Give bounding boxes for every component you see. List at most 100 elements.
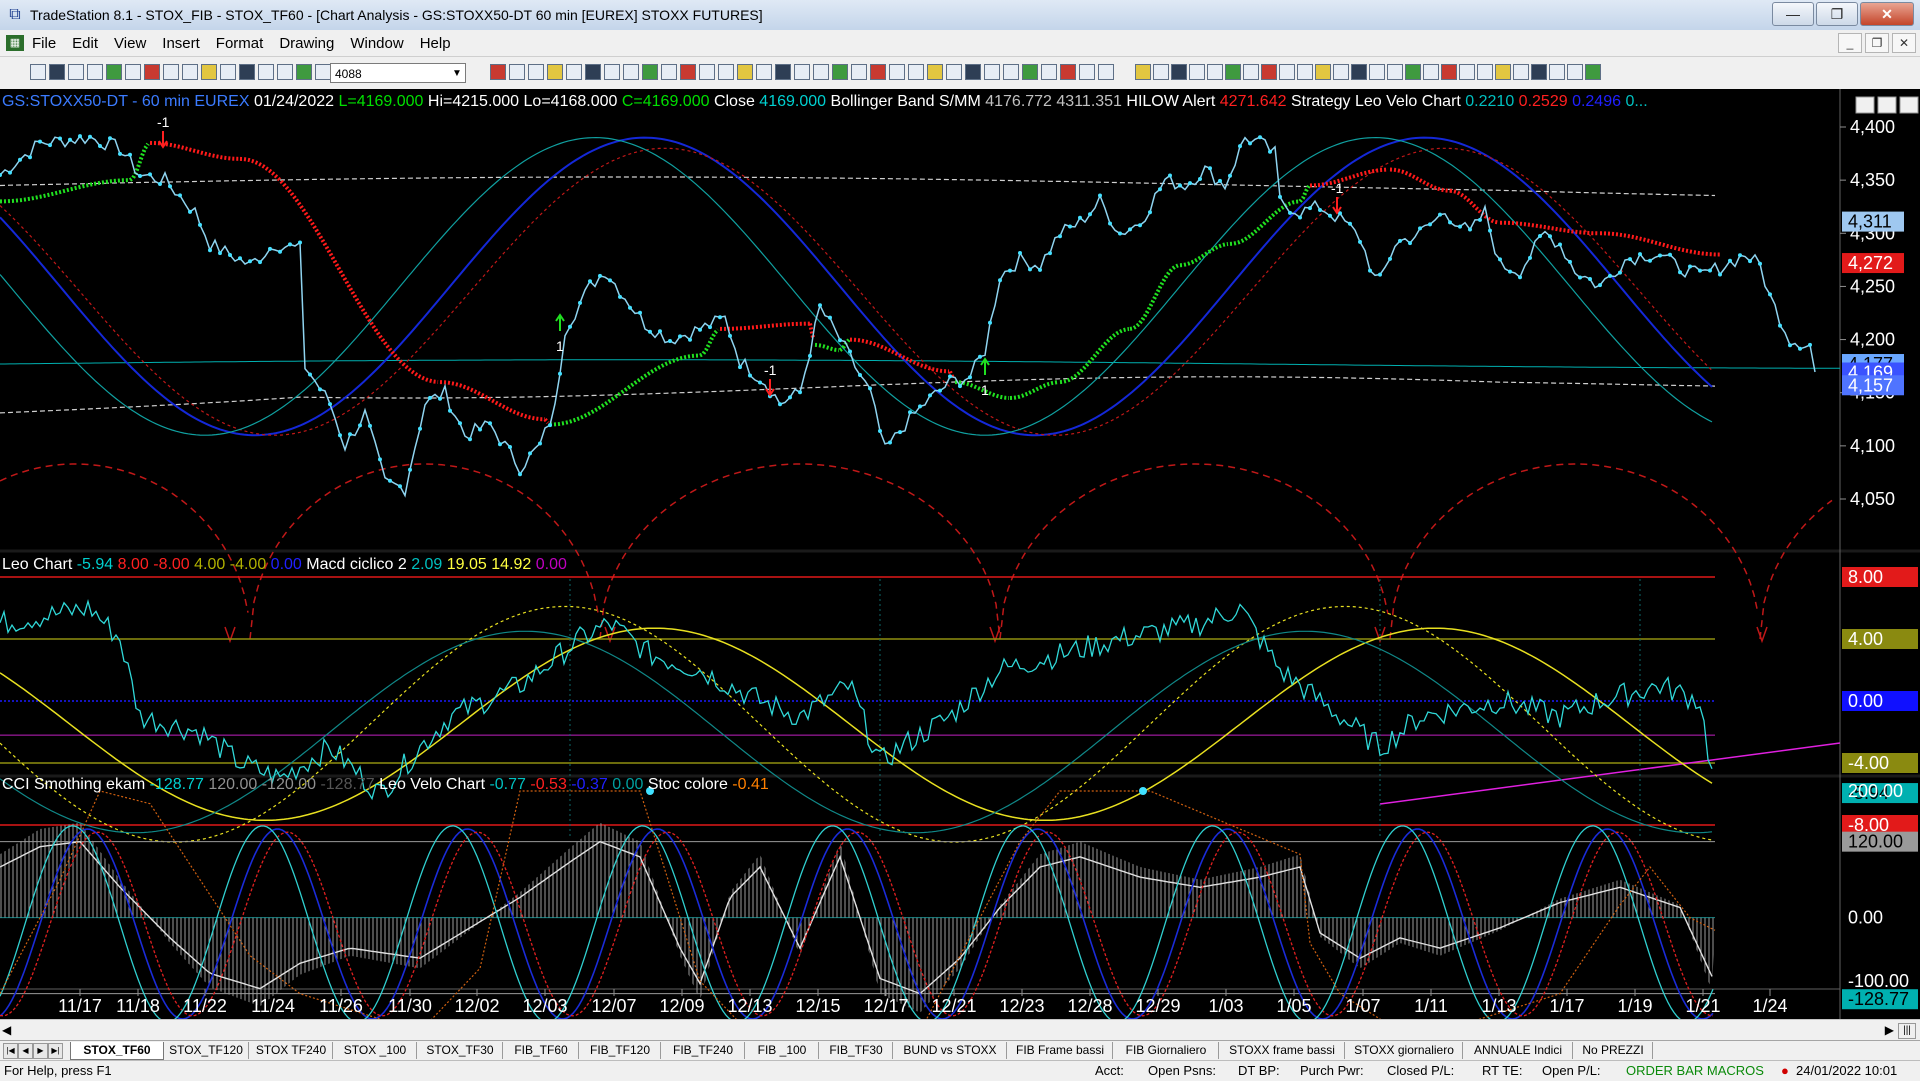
tab-stox-tf30[interactable]: STOX_TF30 — [418, 1042, 503, 1059]
toolbar-tool-icon[interactable] — [908, 64, 924, 80]
toolbar-tool-icon[interactable] — [566, 64, 582, 80]
toolbar-tool-icon[interactable] — [1513, 64, 1529, 80]
chart-canvas[interactable]: -11-11-1 4,4004,3504,3004,2504,2004,1504… — [0, 89, 1920, 1019]
toolbar-tool-icon[interactable] — [889, 64, 905, 80]
toolbar-tool-icon[interactable] — [851, 64, 867, 80]
menu-insert[interactable]: Insert — [162, 34, 200, 52]
toolbar-tool-icon[interactable] — [201, 64, 217, 80]
tab-fib-100[interactable]: FIB _100 — [746, 1042, 819, 1059]
toolbar-tool-icon[interactable] — [1003, 64, 1019, 80]
menu-view[interactable]: View — [114, 34, 147, 52]
toolbar-tool-icon[interactable] — [1567, 64, 1583, 80]
toolbar-tool-icon[interactable] — [661, 64, 677, 80]
tab-first-icon[interactable]: |◀ — [3, 1043, 18, 1059]
toolbar-tool-icon[interactable] — [1549, 64, 1565, 80]
toolbar-tool-icon[interactable] — [1153, 64, 1169, 80]
mdi-close-button[interactable]: ✕ — [1892, 33, 1916, 53]
tab-stox-100[interactable]: STOX _100 — [334, 1042, 417, 1059]
toolbar-tool-icon[interactable] — [528, 64, 544, 80]
chevron-down-icon[interactable]: ▼ — [452, 68, 462, 79]
toolbar-tool-icon[interactable] — [1387, 64, 1403, 80]
mdi-minimize-button[interactable]: _ — [1838, 33, 1862, 53]
toolbar-tool-icon[interactable] — [813, 64, 829, 80]
tab-stoxx-giornaliero[interactable]: STOXX giornaliero — [1346, 1042, 1463, 1059]
toolbar-tool-icon[interactable] — [1297, 64, 1313, 80]
toolbar-tool-icon[interactable] — [965, 64, 981, 80]
tab-annuale-indici[interactable]: ANNUALE Indici — [1464, 1042, 1573, 1059]
toolbar-tool-icon[interactable] — [642, 64, 658, 80]
toolbar-tool-icon[interactable] — [1207, 64, 1223, 80]
toolbar-tool-icon[interactable] — [1369, 64, 1385, 80]
chart-window-icon[interactable]: ▦ — [6, 35, 24, 51]
close-button[interactable]: ✕ — [1860, 2, 1914, 26]
toolbar-tool-icon[interactable] — [509, 64, 525, 80]
toolbar-tool-icon[interactable] — [315, 64, 331, 80]
toolbar-tool-icon[interactable] — [1531, 64, 1547, 80]
toolbar-tool-icon[interactable] — [68, 64, 84, 80]
toolbar-tool-icon[interactable] — [927, 64, 943, 80]
toolbar-tool-icon[interactable] — [296, 64, 312, 80]
toolbar-tool-icon[interactable] — [87, 64, 103, 80]
toolbar-tool-icon[interactable] — [984, 64, 1000, 80]
toolbar-tool-icon[interactable] — [1189, 64, 1205, 80]
toolbar-tool-icon[interactable] — [1423, 64, 1439, 80]
tab-no-prezzi[interactable]: No PREZZI — [1574, 1042, 1653, 1059]
tab-fib-tf60[interactable]: FIB_TF60 — [504, 1042, 579, 1059]
tab-stox-tf120[interactable]: STOX_TF120 — [164, 1042, 249, 1059]
toolbar-tool-icon[interactable] — [1351, 64, 1367, 80]
toolbar-tool-icon[interactable] — [106, 64, 122, 80]
toolbar-tool-icon[interactable] — [946, 64, 962, 80]
toolbar-tool-icon[interactable] — [258, 64, 274, 80]
menu-help[interactable]: Help — [419, 34, 451, 52]
toolbar-tool-icon[interactable] — [699, 64, 715, 80]
toolbar-tool-icon[interactable] — [1459, 64, 1475, 80]
toolbar-tool-icon[interactable] — [1495, 64, 1511, 80]
interval-combo[interactable]: 4088 ▼ — [330, 63, 466, 83]
toolbar-tool-icon[interactable] — [1079, 64, 1095, 80]
tab-stox-tf60[interactable]: STOX_TF60 — [70, 1042, 164, 1060]
toolbar-tool-icon[interactable] — [125, 64, 141, 80]
tab-fib-tf240[interactable]: FIB_TF240 — [662, 1042, 745, 1059]
toolbar-tool-icon[interactable] — [144, 64, 160, 80]
toolbar-tool-icon[interactable] — [163, 64, 179, 80]
menu-format[interactable]: Format — [215, 34, 264, 52]
tab-next-icon[interactable]: ▶ — [33, 1043, 48, 1059]
toolbar-tool-icon[interactable] — [1441, 64, 1457, 80]
toolbar-tool-icon[interactable] — [1315, 64, 1331, 80]
scroll-left-icon[interactable]: ◀ — [2, 1023, 12, 1037]
scroll-right-icon[interactable]: ▶ — [1884, 1023, 1894, 1037]
toolbar-tool-icon[interactable] — [1333, 64, 1349, 80]
toolbar-tool-icon[interactable] — [794, 64, 810, 80]
toolbar-tool-icon[interactable] — [585, 64, 601, 80]
toolbar-tool-icon[interactable] — [870, 64, 886, 80]
tab-fib-giornaliero[interactable]: FIB Giornaliero — [1114, 1042, 1219, 1059]
toolbar-tool-icon[interactable] — [239, 64, 255, 80]
toolbar-tool-icon[interactable] — [1279, 64, 1295, 80]
tab-fib-frame-bassi[interactable]: FIB Frame bassi — [1008, 1042, 1113, 1059]
horizontal-scrollbar[interactable]: ◀ ▶ ||| — [0, 1019, 1920, 1041]
toolbar-tool-icon[interactable] — [1171, 64, 1187, 80]
status-macros[interactable]: ORDER BAR MACROS — [1626, 1063, 1764, 1078]
toolbar-tool-icon[interactable] — [30, 64, 46, 80]
toolbar-tool-icon[interactable] — [737, 64, 753, 80]
menu-drawing[interactable]: Drawing — [279, 34, 335, 52]
toolbar-tool-icon[interactable] — [680, 64, 696, 80]
toolbar-tool-icon[interactable] — [1243, 64, 1259, 80]
toolbar-tool-icon[interactable] — [756, 64, 772, 80]
minimize-button[interactable]: — — [1772, 2, 1814, 26]
toolbar-tool-icon[interactable] — [277, 64, 293, 80]
toolbar-tool-icon[interactable] — [490, 64, 506, 80]
scroll-grip-icon[interactable]: ||| — [1898, 1023, 1916, 1039]
toolbar-tool-icon[interactable] — [1022, 64, 1038, 80]
toolbar-tool-icon[interactable] — [604, 64, 620, 80]
toolbar-tool-icon[interactable] — [1405, 64, 1421, 80]
toolbar-tool-icon[interactable] — [832, 64, 848, 80]
toolbar-tool-icon[interactable] — [775, 64, 791, 80]
menu-window[interactable]: Window — [350, 34, 404, 52]
mdi-restore-button[interactable]: ❐ — [1865, 33, 1889, 53]
toolbar-tool-icon[interactable] — [623, 64, 639, 80]
toolbar-tool-icon[interactable] — [220, 64, 236, 80]
tab-fib-tf120[interactable]: FIB_TF120 — [580, 1042, 661, 1059]
menu-file[interactable]: File — [32, 34, 57, 52]
tab-fib-tf30[interactable]: FIB_TF30 — [820, 1042, 893, 1059]
